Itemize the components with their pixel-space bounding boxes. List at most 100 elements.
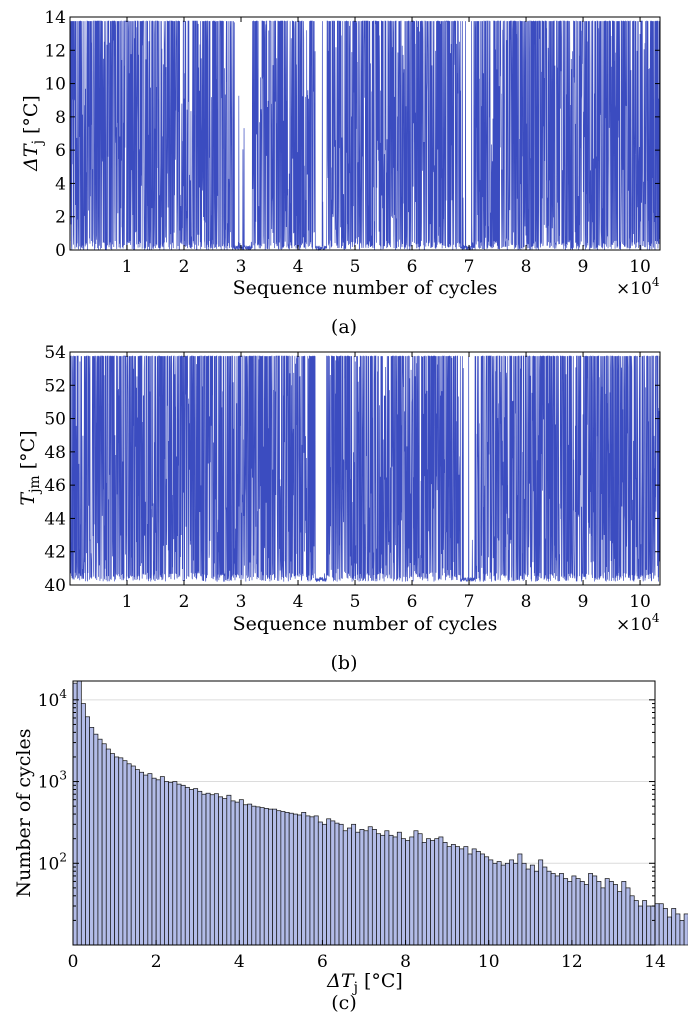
c-caption: (c) [331, 992, 356, 1014]
b-ytick-label: 42 [44, 543, 66, 563]
c-bar [592, 875, 598, 946]
c-bar [642, 900, 648, 946]
b-ytick-label: 44 [44, 509, 66, 529]
a-series-trace [69, 20, 661, 252]
a-xtick-label: 10 [629, 257, 651, 277]
b-xtick-label: 8 [521, 592, 532, 612]
a-series-line [69, 20, 661, 252]
c-bar [492, 862, 498, 946]
a-ylabel-sub: j [30, 140, 46, 146]
b-ytick-label: 48 [44, 443, 66, 463]
c-bar [550, 873, 556, 946]
c-bar [667, 916, 672, 946]
c-bar [629, 895, 635, 946]
c-bar [288, 812, 294, 946]
c-bar [442, 842, 448, 946]
c-bar [638, 905, 643, 946]
c-bar [554, 875, 560, 946]
c-bar [529, 864, 535, 946]
c-bar [301, 811, 307, 946]
c-bar [355, 831, 361, 946]
c-bar [201, 793, 207, 946]
c-bar [205, 792, 211, 946]
a-xtick-label: 5 [350, 257, 361, 277]
a-ylabel-main: ΔT [20, 143, 42, 172]
c-bar [583, 884, 589, 946]
c-xlabel-main: ΔT [326, 970, 355, 992]
c-bar [247, 803, 253, 946]
c-ytick-label: 104 [38, 687, 68, 711]
b-ylabel-unit: [°C] [17, 430, 39, 469]
c-bar [309, 816, 315, 946]
c-xlabel-sub: j [352, 980, 358, 996]
c-bar [509, 859, 515, 946]
a-xtick-label: 6 [407, 257, 418, 277]
c-bar [567, 881, 573, 946]
c-bar [326, 818, 332, 946]
panel-b: 1 2 3 4 5 6 7 8 9 10 40 42 44 46 48 50 52 54 Tjm [°C] Seq… [17, 343, 661, 674]
c-bar [380, 834, 386, 946]
c-bar [633, 900, 639, 946]
a-x-multiplier: ×104 [616, 275, 660, 299]
c-bar [363, 830, 369, 946]
c-bar [147, 773, 153, 946]
c-bar [255, 806, 261, 946]
c-bar [176, 783, 182, 946]
c-bar [430, 840, 436, 946]
c-bar [376, 833, 381, 946]
c-bar [155, 779, 161, 946]
c-bar [480, 853, 485, 946]
c-bar [388, 834, 394, 946]
c-bar [617, 891, 623, 946]
c-bar [488, 859, 494, 946]
c-bar [76, 680, 82, 946]
c-bar [89, 727, 95, 946]
c-bar [396, 831, 402, 946]
c-bar [297, 814, 302, 946]
b-xtick-label: 10 [629, 592, 651, 612]
c-xtick-label: 10 [478, 952, 500, 972]
c-bar [604, 878, 610, 946]
c-axes-box [72, 680, 656, 946]
c-ticks: 0 2 4 6 8 10 12 14 102 103 104 [38, 687, 666, 972]
c-bar [263, 808, 269, 946]
c-bar [85, 716, 90, 946]
c-xtick-label: 12 [561, 952, 583, 972]
c-bar [118, 757, 124, 946]
c-bar [679, 920, 685, 946]
c-bar [463, 846, 469, 946]
c-bar [342, 830, 348, 946]
a-xtick-label: 8 [521, 257, 532, 277]
b-axes-box [69, 351, 661, 586]
c-bar [504, 862, 510, 946]
c-bar [151, 777, 157, 946]
b-ytick-label: 46 [44, 476, 66, 496]
c-bar [172, 781, 178, 946]
c-bar [139, 771, 145, 946]
c-bar [575, 878, 581, 946]
c-bar [164, 781, 169, 946]
c-bar [313, 815, 319, 946]
c-bar [371, 829, 377, 946]
c-bar [272, 808, 278, 946]
b-x-multiplier: ×104 [616, 611, 660, 635]
a-ylabel: ΔTj [°C] [20, 95, 46, 172]
c-bar [650, 905, 656, 946]
c-bar [168, 781, 174, 946]
c-xlabel-unit: [°C] [364, 970, 403, 992]
c-bar [675, 913, 681, 946]
c-bar [450, 844, 456, 946]
c-bar [559, 873, 564, 946]
c-bar [238, 799, 244, 946]
c-bar [546, 870, 552, 946]
c-bar [600, 887, 606, 946]
c-bar [126, 763, 132, 946]
b-series-line [69, 355, 661, 583]
c-bar [197, 790, 203, 946]
c-bar [338, 823, 344, 946]
c-bar [268, 808, 273, 946]
c-bar [538, 859, 544, 946]
a-ytick-label: 12 [44, 41, 66, 61]
